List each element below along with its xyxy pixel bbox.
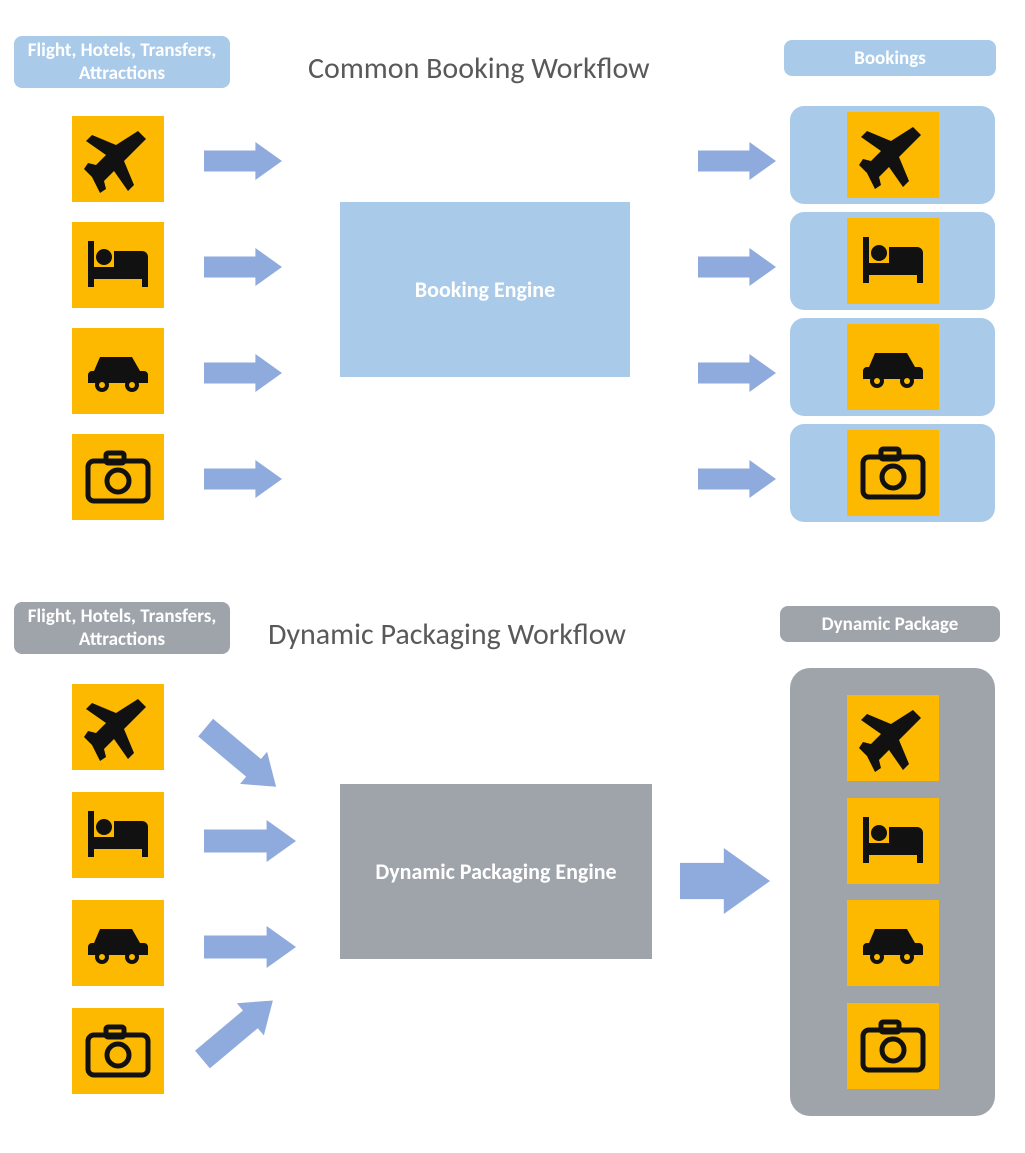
car-icon <box>72 328 164 414</box>
arrow-out-bed <box>698 248 776 291</box>
booking-card-car <box>790 318 995 416</box>
arrow-out-car <box>698 354 776 397</box>
input-label-top: Flight, Hotels, Transfers, Attractions <box>14 36 230 88</box>
output-arrow-bottom <box>680 848 770 919</box>
arrow-in-bed <box>204 820 296 867</box>
title-top: Common Booking Workflow <box>308 50 650 87</box>
arrow-out-camera <box>698 460 776 503</box>
plane-icon <box>847 695 939 781</box>
dynamic-packaging-engine-box: Dynamic Packaging Engine <box>340 784 652 959</box>
car-icon <box>847 900 939 986</box>
common-booking-workflow: Flight, Hotels, Transfers, Attractions C… <box>0 0 1025 560</box>
output-label-bottom: Dynamic Package <box>780 606 1000 642</box>
booking-card-bed <box>790 212 995 310</box>
input-label-bottom: Flight, Hotels, Transfers, Attractions <box>14 602 230 654</box>
arrow-in-plane <box>204 142 282 185</box>
plane-icon <box>847 112 939 198</box>
bed-icon <box>72 792 164 878</box>
arrow-in-car <box>204 354 282 397</box>
output-label-top: Bookings <box>784 40 996 76</box>
camera-icon <box>72 434 164 520</box>
car-icon <box>847 324 939 410</box>
plane-icon <box>72 116 164 202</box>
camera-icon <box>847 1003 939 1089</box>
booking-card-camera <box>790 424 995 522</box>
booking-engine-box: Booking Engine <box>340 202 630 377</box>
arrow-in-camera <box>204 460 282 503</box>
dynamic-package-container <box>790 668 995 1116</box>
arrow-in-plane <box>189 711 290 806</box>
arrow-in-camera <box>189 984 290 1079</box>
bed-icon <box>847 798 939 884</box>
camera-icon <box>72 1008 164 1094</box>
bed-icon <box>847 218 939 304</box>
title-bottom: Dynamic Packaging Workflow <box>268 616 626 653</box>
booking-card-plane <box>790 106 995 204</box>
arrow-out-plane <box>698 142 776 185</box>
arrow-in-bed <box>204 248 282 291</box>
arrow-in-car <box>204 926 296 973</box>
plane-icon <box>72 684 164 770</box>
car-icon <box>72 900 164 986</box>
dynamic-packaging-workflow: Flight, Hotels, Transfers, Attractions D… <box>0 576 1025 1153</box>
camera-icon <box>847 430 939 516</box>
bed-icon <box>72 222 164 308</box>
